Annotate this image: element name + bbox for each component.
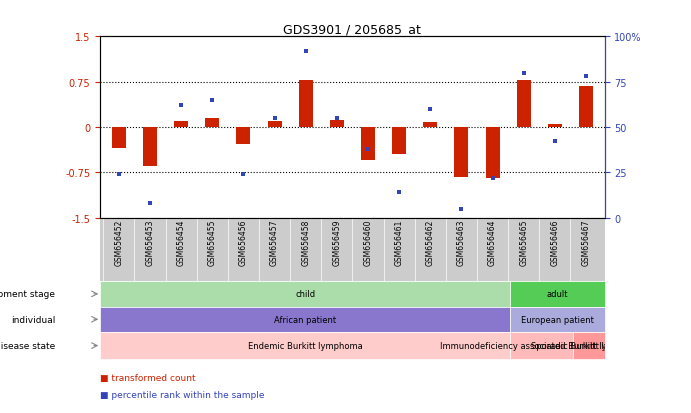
Text: GSM656461: GSM656461 [395,219,404,266]
Text: individual: individual [11,315,55,324]
Bar [330,121,344,128]
Bar [579,87,593,128]
Bar [299,81,313,128]
Text: child: child [295,290,315,299]
Title: GDS3901 / 205685_at: GDS3901 / 205685_at [283,23,422,36]
Bar [455,128,468,177]
Bar [510,282,605,307]
Text: GSM656460: GSM656460 [363,219,372,266]
Text: GSM656453: GSM656453 [146,219,155,266]
Bar [112,128,126,149]
Bar [205,119,219,128]
Text: GSM656462: GSM656462 [426,219,435,266]
Bar [174,121,188,128]
Bar [486,128,500,179]
Text: GSM656456: GSM656456 [239,219,248,266]
Bar [100,282,510,307]
Bar [573,332,605,359]
Text: GSM656459: GSM656459 [332,219,341,266]
Bar [510,332,573,359]
Text: ■ percentile rank within the sample: ■ percentile rank within the sample [100,390,265,399]
Bar [236,128,250,145]
Text: European patient: European patient [521,315,594,324]
Text: GSM656465: GSM656465 [519,219,528,266]
Bar [361,128,375,161]
Text: GSM656463: GSM656463 [457,219,466,266]
Bar [517,81,531,128]
Bar [392,128,406,155]
Text: Immunodeficiency associated Burkitt lymphoma: Immunodeficiency associated Burkitt lymp… [439,341,643,350]
Bar [100,307,510,332]
Text: GSM656464: GSM656464 [488,219,497,266]
Text: adult: adult [547,290,568,299]
Text: GSM656466: GSM656466 [550,219,559,266]
Text: GSM656458: GSM656458 [301,219,310,266]
Bar [267,121,281,128]
Text: GSM656452: GSM656452 [115,219,124,266]
Text: GSM656455: GSM656455 [208,219,217,266]
Bar [143,128,157,167]
Bar [548,125,562,128]
Bar [424,123,437,128]
Text: African patient: African patient [274,315,337,324]
Text: GSM656457: GSM656457 [270,219,279,266]
Text: GSM656454: GSM656454 [177,219,186,266]
Text: GSM656467: GSM656467 [581,219,590,266]
Text: development stage: development stage [0,290,55,299]
Text: Endemic Burkitt lymphoma: Endemic Burkitt lymphoma [248,341,363,350]
Text: Sporadic Burkitt lymphoma: Sporadic Burkitt lymphoma [531,341,646,350]
Bar [100,332,510,359]
Text: ■ transformed count: ■ transformed count [100,373,196,382]
Text: disease state: disease state [0,341,55,350]
Bar [510,307,605,332]
